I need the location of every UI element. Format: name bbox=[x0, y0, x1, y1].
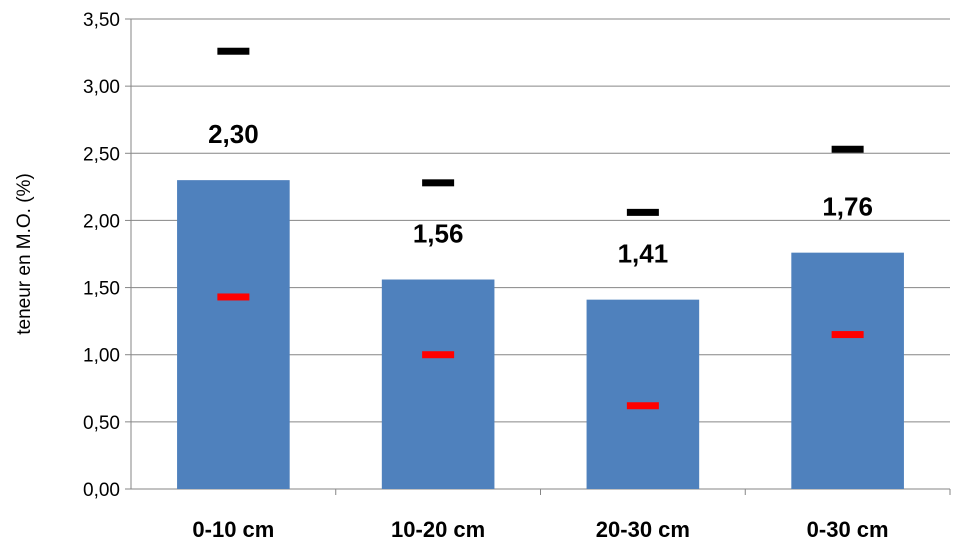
bar bbox=[586, 299, 700, 489]
data-label: 1,56 bbox=[413, 219, 464, 249]
min-marker bbox=[217, 293, 250, 301]
min-marker bbox=[626, 402, 659, 410]
bars bbox=[177, 180, 904, 489]
data-label: 2,30 bbox=[208, 119, 259, 149]
max-marker bbox=[626, 208, 659, 216]
min-marker bbox=[831, 331, 864, 339]
y-axis-title: teneur en M.O. (%) bbox=[14, 173, 35, 335]
bar bbox=[381, 279, 495, 489]
y-tick-label: 2,50 bbox=[83, 144, 120, 165]
axes: 0,00 0,50 1,00 1,50 2,00 2,50 3,00 3,50 0-10 cm 1… bbox=[83, 10, 951, 542]
x-category-label: 20-30 cm bbox=[596, 517, 690, 542]
bar bbox=[177, 180, 290, 489]
max-marker bbox=[831, 145, 864, 153]
y-tick-label: 1,50 bbox=[83, 279, 120, 300]
x-category-label: 0-10 cm bbox=[192, 517, 274, 542]
y-tick-label: 1,00 bbox=[83, 346, 120, 367]
data-label: 1,41 bbox=[618, 239, 669, 269]
x-category-label: 10-20 cm bbox=[391, 517, 485, 542]
y-tick-label: 0,50 bbox=[83, 413, 120, 434]
data-labels: 2,30 1,56 1,41 1,76 bbox=[208, 119, 873, 269]
range-markers bbox=[217, 47, 864, 410]
y-tick-label: 3,50 bbox=[83, 10, 120, 31]
bar bbox=[791, 252, 904, 489]
data-label: 1,76 bbox=[822, 192, 873, 222]
y-tick-label: 0,00 bbox=[83, 480, 120, 501]
y-tick-label: 3,00 bbox=[83, 77, 120, 98]
x-category-label: 0-30 cm bbox=[807, 517, 889, 542]
max-marker bbox=[217, 47, 250, 55]
y-tick-label: 2,00 bbox=[83, 211, 120, 232]
max-marker bbox=[422, 179, 455, 187]
min-marker bbox=[422, 351, 455, 359]
